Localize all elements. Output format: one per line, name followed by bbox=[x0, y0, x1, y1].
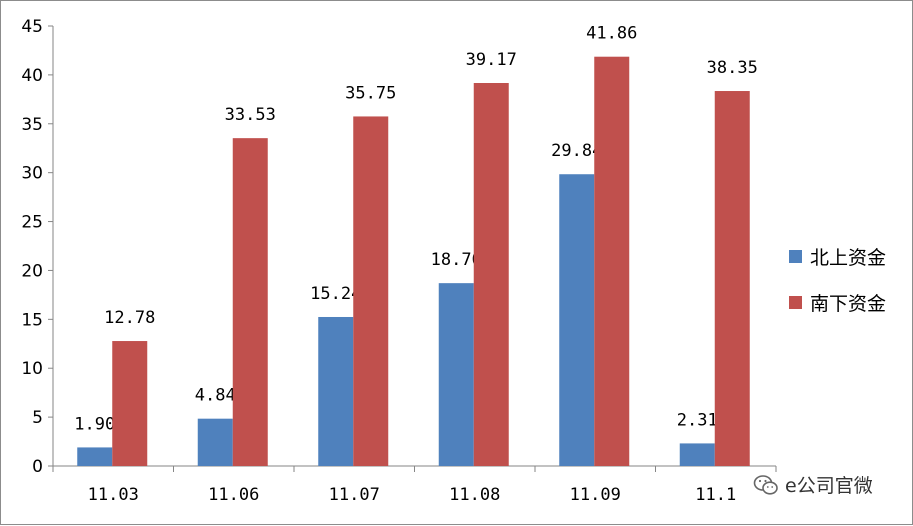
y-tick-label: 15 bbox=[21, 310, 43, 330]
bar-south bbox=[112, 341, 148, 466]
bar-north bbox=[318, 316, 354, 466]
x-tick-label: 11.08 bbox=[449, 485, 500, 505]
bar-south bbox=[714, 91, 750, 467]
bar-south bbox=[232, 138, 268, 466]
data-label: 38.35 bbox=[707, 58, 758, 78]
data-label: 4.84 bbox=[195, 386, 236, 406]
watermark-text: e公司官微 bbox=[785, 475, 873, 497]
data-label: 35.75 bbox=[345, 83, 396, 103]
data-label: 41.86 bbox=[586, 24, 637, 44]
legend-item-north: 北上资金 bbox=[789, 244, 887, 269]
bar-north bbox=[197, 418, 233, 466]
y-tick-label: 45 bbox=[21, 17, 43, 37]
y-tick-label: 30 bbox=[21, 164, 43, 184]
x-tick-label: 11.06 bbox=[208, 485, 259, 505]
x-tick-label: 11.07 bbox=[329, 485, 380, 505]
data-label: 2.31 bbox=[677, 410, 718, 430]
bar-south bbox=[473, 83, 509, 466]
bar-north bbox=[77, 447, 113, 466]
y-tick-label: 10 bbox=[21, 359, 43, 379]
x-tick-label: 11.03 bbox=[88, 485, 139, 505]
data-label: 39.17 bbox=[466, 50, 517, 70]
y-tick-label: 5 bbox=[32, 408, 43, 428]
x-tick-label: 11.1 bbox=[695, 485, 736, 505]
data-label: 33.53 bbox=[225, 105, 276, 125]
legend-label-south: 南下资金 bbox=[810, 292, 887, 315]
data-label: 1.90 bbox=[74, 414, 115, 434]
legend: 北上资金 南下资金 bbox=[789, 244, 886, 336]
wechat-icon bbox=[753, 474, 778, 495]
y-tick-label: 25 bbox=[21, 213, 43, 233]
bar-north bbox=[559, 174, 595, 466]
bar-south bbox=[594, 56, 630, 467]
legend-swatch-north bbox=[789, 249, 802, 263]
watermark: e公司官微 bbox=[753, 471, 873, 498]
bar-north bbox=[679, 443, 715, 466]
bar-south bbox=[353, 116, 389, 466]
bar-north bbox=[438, 283, 474, 466]
x-tick-label: 11.09 bbox=[570, 485, 621, 505]
y-tick-label: 40 bbox=[21, 66, 43, 86]
data-label: 29.84 bbox=[551, 141, 602, 161]
data-label: 18.70 bbox=[431, 250, 482, 270]
legend-swatch-south bbox=[789, 295, 802, 309]
data-label: 12.78 bbox=[104, 308, 155, 328]
legend-label-north: 北上资金 bbox=[810, 246, 887, 269]
y-tick-label: 20 bbox=[21, 261, 43, 281]
data-label: 15.24 bbox=[310, 284, 361, 304]
y-tick-label: 0 bbox=[32, 457, 43, 477]
y-tick-label: 35 bbox=[21, 115, 43, 135]
legend-item-south: 南下资金 bbox=[789, 290, 887, 315]
